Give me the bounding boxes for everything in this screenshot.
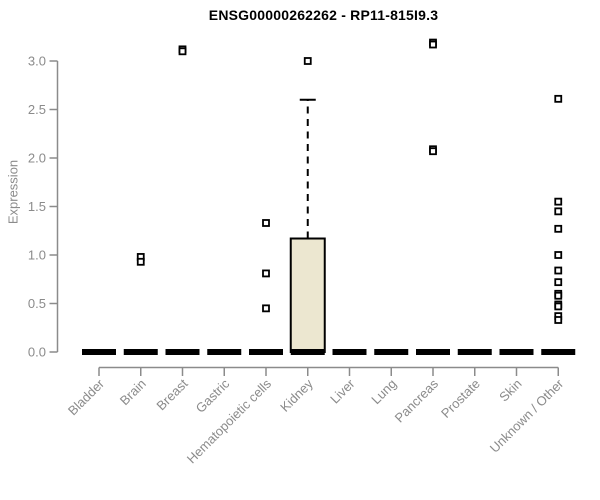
x-tick-label: Pancreas <box>392 376 442 426</box>
outlier-point <box>178 47 187 56</box>
median-line <box>541 349 576 355</box>
median-line <box>82 349 116 355</box>
median-line <box>249 349 283 355</box>
x-tick-label: Breast <box>153 376 190 413</box>
median-line <box>499 349 534 355</box>
median-line <box>416 349 450 355</box>
outlier-point <box>554 94 563 103</box>
outlier-point <box>554 278 563 287</box>
x-tick-label: Liver <box>327 376 358 407</box>
median-line <box>290 349 325 355</box>
x-tick-label: Unknown / Other <box>487 376 567 456</box>
outlier-point <box>429 40 437 49</box>
outlier-point <box>429 147 437 156</box>
outlier-point <box>554 197 563 206</box>
y-tick-label: 0.5 <box>28 296 46 311</box>
outlier-point <box>262 304 270 313</box>
x-tick-label: Prostate <box>438 376 483 421</box>
outlier-point <box>554 302 563 311</box>
y-tick-label: 1.5 <box>28 199 46 214</box>
chart-title: ENSG00000262262 - RP11-815I9.3 <box>208 7 439 23</box>
y-tick-label: 2.5 <box>28 102 46 117</box>
y-tick-label: 0.0 <box>28 345 46 360</box>
box-iqr <box>289 237 326 353</box>
outlier-point <box>554 316 563 324</box>
x-tick-label: Kidney <box>277 376 316 415</box>
outlier-point <box>554 224 563 233</box>
outlier-point <box>262 219 270 227</box>
outlier-point <box>303 57 312 65</box>
median-line <box>123 349 158 355</box>
x-tick-label: Bladder <box>65 376 108 419</box>
median-line <box>207 349 242 355</box>
median-line <box>165 349 200 355</box>
median-line <box>374 349 409 355</box>
y-tick-label: 1.0 <box>28 248 46 263</box>
median-line <box>457 349 492 355</box>
outlier-point <box>262 269 270 278</box>
x-tick-label: Brain <box>117 376 149 408</box>
outlier-point <box>554 291 563 300</box>
outlier-point <box>554 207 563 216</box>
outlier-point <box>554 266 563 275</box>
y-tick-label: 2.0 <box>28 151 46 166</box>
x-tick-label: Lung <box>368 376 399 407</box>
y-tick-label: 3.0 <box>28 54 46 69</box>
x-tick-label: Skin <box>496 376 524 404</box>
outlier-point <box>554 251 563 259</box>
outlier-point <box>136 257 145 266</box>
x-tick-label: Gastric <box>193 376 233 416</box>
median-line <box>332 349 367 355</box>
